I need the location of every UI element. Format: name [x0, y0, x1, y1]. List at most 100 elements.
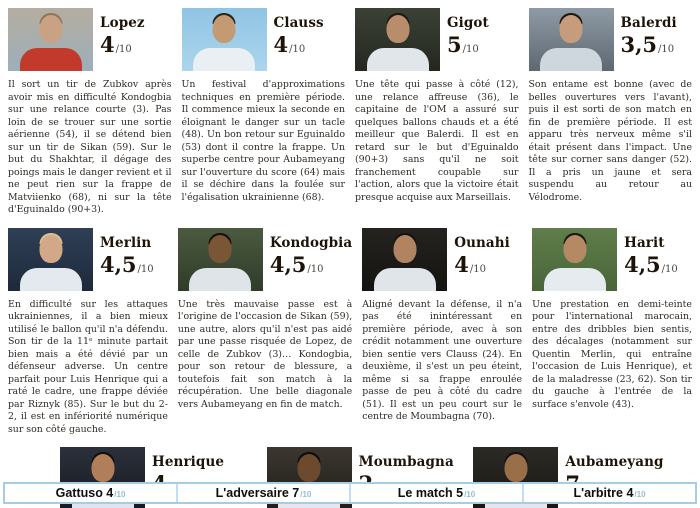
player-rating: 4/10 [274, 34, 324, 56]
player-card-header: Gigot 5/10 [355, 8, 519, 72]
player-rating-denominator: /10 [469, 263, 486, 275]
player-rating-denominator: /10 [658, 44, 675, 55]
player-photo [177, 227, 263, 291]
summary-rating-label: Le match 5 [397, 486, 464, 500]
player-title-block: Balerdi 3,5/10 [621, 8, 677, 72]
player-photo-face [393, 234, 417, 263]
player-photo-jersey [193, 48, 255, 71]
player-card-header: Kondogbia 4,5/10 [177, 227, 352, 292]
player-photo-jersey [19, 48, 82, 71]
player-rating-value: 4,5 [100, 251, 137, 277]
player-photo-face [386, 15, 409, 43]
player-photo-face [212, 15, 236, 43]
player-card-header: Harit 4,5/10 [532, 227, 692, 292]
player-rating: 4/10 [100, 34, 145, 56]
player-card: Lopez 4/10 Il sort un tir de Zubkov aprè… [8, 8, 172, 217]
player-name: Henrique [152, 454, 225, 470]
player-card: Clauss 4/10 Un festival d'approximations… [181, 8, 346, 217]
player-photo-face [504, 454, 528, 482]
player-card: Ounahi 4/10 Aligné devant la défense, il… [362, 227, 523, 437]
summary-rating-denominator: /10 [300, 490, 312, 499]
summary-rating-denominator: /10 [634, 490, 646, 499]
player-name: Gigot [447, 15, 489, 31]
player-rating-value: 4,5 [269, 251, 307, 277]
player-title-block: Harit 4,5/10 [624, 228, 678, 292]
player-photo-face [208, 234, 232, 263]
player-rating-value: 3,5 [620, 32, 658, 57]
player-rating: 3,5/10 [621, 34, 677, 56]
player-card: Balerdi 3,5/10 Son entame est bonne (ave… [528, 8, 693, 217]
player-rating-denominator: /10 [115, 44, 132, 55]
player-photo-face [39, 15, 62, 43]
summary-rating-label: L'arbitre 4 [573, 486, 634, 500]
player-card: Merlin 4,5/10 En difficulté sur les atta… [8, 227, 168, 437]
player-rating-denominator: /10 [307, 263, 324, 275]
summary-rating-item: Gattuso 4/10 [5, 484, 176, 502]
player-rating-value: 4,5 [624, 251, 661, 277]
player-rating-value: 4 [273, 32, 289, 57]
player-photo-jersey [540, 48, 602, 71]
player-name: Kondogbia [269, 234, 353, 251]
summary-rating-item: Le match 5/10 [349, 484, 522, 502]
player-photo-face [559, 15, 583, 43]
player-photo [528, 8, 614, 71]
player-review-text: Une prestation en demi-teinte pour l'int… [532, 298, 692, 410]
player-photo-jersey [373, 267, 436, 291]
player-review-text: Une très mauvaise passe est à l'origine … [177, 298, 353, 410]
player-name: Moumbagna [358, 454, 454, 470]
player-name: Lopez [100, 15, 145, 31]
player-review-text: Une tête qui passe à côté (12), une rela… [355, 79, 519, 203]
player-card-header: Ounahi 4/10 [362, 227, 522, 292]
player-photo [532, 227, 618, 291]
player-rating-denominator: /10 [289, 44, 306, 55]
player-name: Ounahi [454, 234, 510, 251]
player-review-text: Un festival d'approximations techniques … [181, 79, 346, 203]
player-card: Harit 4,5/10 Une prestation en demi-tein… [532, 227, 692, 437]
player-photo [355, 8, 440, 71]
player-card: Gigot 5/10 Une tête qui passe à côté (12… [355, 8, 519, 217]
summary-rating-denominator: /10 [464, 490, 476, 499]
player-card-header: Balerdi 3,5/10 [528, 8, 693, 72]
player-photo-face [91, 454, 114, 482]
player-review-text: En difficulté sur les attaques ukrainien… [8, 298, 168, 435]
player-photo-jersey [19, 267, 82, 291]
player-rating: 4,5/10 [270, 254, 352, 276]
player-photo-face [297, 454, 321, 482]
summary-rating-label: Gattuso 4 [55, 486, 114, 500]
player-photo [181, 8, 267, 71]
player-rating-denominator: /10 [137, 263, 154, 275]
player-card-header: Clauss 4/10 [181, 8, 346, 72]
player-name: Merlin [100, 234, 152, 251]
player-photo-jersey [543, 267, 606, 291]
player-card-header: Lopez 4/10 [8, 8, 172, 72]
summary-rating-denominator: /10 [114, 490, 126, 499]
player-photo-jersey [189, 267, 252, 291]
player-rating: 4/10 [454, 254, 510, 276]
player-review-text: Son entame est bonne (avec de belles ouv… [528, 79, 693, 203]
player-rating-value: 5 [447, 32, 462, 57]
player-title-block: Gigot 5/10 [447, 8, 489, 72]
player-title-block: Clauss 4/10 [274, 8, 324, 72]
player-rating-denominator: /10 [661, 263, 678, 275]
summary-rating-label: L'adversaire 7 [215, 486, 300, 500]
player-rating: 5/10 [447, 34, 489, 56]
player-rating-denominator: /10 [462, 44, 479, 55]
player-photo [362, 227, 448, 291]
player-photo [8, 227, 93, 291]
player-photo-jersey [366, 48, 429, 71]
player-photo-face [39, 234, 62, 263]
player-rating: 4,5/10 [100, 254, 154, 276]
player-review-text: Aligné devant la défense, il n'a pas été… [362, 298, 523, 423]
player-photo [8, 8, 93, 71]
player-name: Balerdi [620, 15, 677, 31]
player-review-text: Il sort un tir de Zubkov après avoir mis… [8, 79, 172, 215]
player-name: Aubameyang [565, 454, 664, 470]
player-rating-value: 4 [100, 32, 115, 57]
summary-rating-item: L'adversaire 7/10 [176, 484, 349, 502]
player-title-block: Lopez 4/10 [100, 8, 145, 72]
player-title-block: Kondogbia 4,5/10 [270, 228, 352, 292]
player-name: Harit [624, 234, 665, 251]
player-row-2: Merlin 4,5/10 En difficulté sur les atta… [8, 227, 692, 437]
player-card-header: Merlin 4,5/10 [8, 227, 168, 292]
